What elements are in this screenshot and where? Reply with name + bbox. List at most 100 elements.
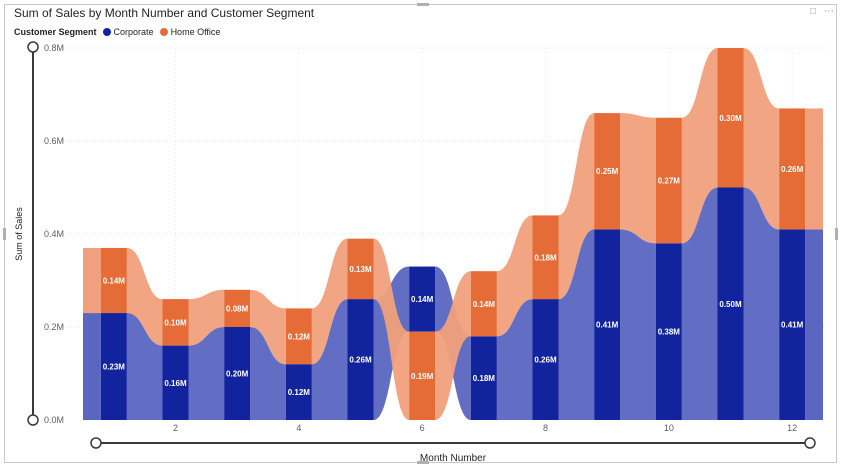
ribbon-edge-left: [83, 313, 101, 420]
bar-corporate[interactable]: [655, 243, 682, 420]
more-options-icon[interactable]: ⋯: [824, 6, 834, 17]
data-label: 0.10M: [164, 318, 187, 327]
bar-corporate[interactable]: [162, 345, 189, 420]
legend-item-corporate[interactable]: Corporate: [102, 27, 154, 37]
ribbon-corporate: [188, 327, 225, 420]
resize-handle-bottom[interactable]: [417, 461, 429, 464]
legend: Customer Segment Corporate Home Office: [14, 27, 222, 37]
x-tick-label: 4: [296, 423, 301, 433]
resize-handle-right[interactable]: [835, 228, 838, 240]
data-label: 0.26M: [781, 165, 804, 174]
legend-dot-corporate: [102, 28, 111, 36]
bar-home-office[interactable]: [224, 289, 251, 327]
bar-corporate[interactable]: [717, 187, 744, 421]
data-label: 0.30M: [719, 114, 742, 123]
y-tick-label: 0.2M: [44, 322, 64, 332]
x-tick-label: 6: [420, 423, 425, 433]
data-label: 0.14M: [103, 277, 126, 286]
y-tick-label: 0.0M: [44, 415, 64, 425]
y-tick-label: 0.6M: [44, 136, 64, 146]
ribbon-home-office: [311, 238, 348, 365]
bar-corporate[interactable]: [594, 229, 621, 420]
resize-handle-left[interactable]: [3, 228, 6, 240]
chart-title: Sum of Sales by Month Number and Custome…: [14, 6, 315, 20]
ribbon-corporate: [620, 229, 656, 420]
data-label: 0.41M: [596, 321, 619, 330]
bar-corporate[interactable]: [347, 299, 374, 420]
bar-home-office[interactable]: [532, 215, 559, 300]
ribbon-edge-right: [805, 229, 823, 420]
ribbon-home-office: [250, 289, 286, 365]
data-label: 0.26M: [534, 356, 557, 365]
ribbon-corporate: [126, 313, 163, 420]
bar-home-office[interactable]: [717, 48, 744, 188]
ribbon-corporate: [743, 187, 780, 420]
ribbon-home-office: [681, 48, 718, 244]
data-label: 0.14M: [473, 300, 496, 309]
bar-home-office[interactable]: [347, 238, 374, 300]
y-zoom-slider-handle-top[interactable]: [27, 41, 39, 53]
resize-handle-top[interactable]: [417, 3, 429, 6]
data-label: 0.25M: [596, 167, 619, 176]
data-label: 0.16M: [164, 379, 187, 388]
bar-home-office[interactable]: [285, 308, 312, 365]
bar-home-office[interactable]: [100, 247, 127, 314]
x-axis-title: Month Number: [420, 453, 487, 464]
bar-corporate[interactable]: [100, 313, 127, 420]
data-label: 0.20M: [226, 370, 249, 379]
ribbon-corporate: [311, 299, 348, 420]
y-tick-label: 0.8M: [44, 43, 64, 53]
ribbon-corporate: [496, 299, 533, 420]
ribbon-home-office: [126, 247, 163, 346]
legend-dot-home-office: [159, 28, 168, 36]
x-zoom-slider-handle-left[interactable]: [90, 437, 102, 449]
data-label: 0.23M: [103, 363, 126, 372]
ribbon-edge-left: [83, 247, 101, 314]
ribbon-home-office: [373, 238, 410, 420]
ribbon-corporate: [250, 327, 286, 420]
ribbon-home-office: [558, 113, 595, 300]
bar-home-office[interactable]: [594, 113, 621, 230]
bar-home-office[interactable]: [655, 117, 682, 244]
legend-label-corporate: Corporate: [113, 27, 154, 37]
x-tick-label: 10: [664, 423, 674, 433]
legend-title: Customer Segment: [14, 27, 97, 37]
y-tick-label: 0.4M: [44, 229, 64, 239]
bar-corporate[interactable]: [779, 229, 806, 420]
ribbon-edge-right: [805, 108, 823, 230]
bar-home-office[interactable]: [779, 108, 806, 230]
x-tick-label: 12: [787, 423, 797, 433]
bar-corporate[interactable]: [409, 266, 436, 332]
data-label: 0.14M: [411, 295, 434, 304]
data-label: 0.41M: [781, 321, 804, 330]
focus-mode-icon[interactable]: □: [809, 6, 816, 17]
data-label: 0.19M: [411, 372, 434, 381]
ribbon-home-office: [496, 215, 533, 337]
ribbon-home-office: [188, 289, 225, 346]
legend-label-home-office: Home Office: [170, 27, 221, 37]
ribbon-home-office: [620, 113, 656, 244]
ribbon-home-office: [435, 271, 471, 420]
data-label: 0.08M: [226, 304, 249, 313]
data-label: 0.12M: [288, 332, 311, 341]
bar-home-office[interactable]: [162, 299, 189, 346]
y-zoom-slider-handle-bottom[interactable]: [27, 414, 39, 426]
ribbon-corporate: [558, 229, 595, 420]
data-label: 0.26M: [349, 356, 372, 365]
visual-header-icons: □ ⋯: [810, 6, 834, 17]
data-label: 0.13M: [349, 265, 372, 274]
bar-corporate[interactable]: [224, 327, 251, 420]
legend-item-home-office[interactable]: Home Office: [159, 27, 221, 37]
data-label: 0.27M: [658, 177, 681, 186]
y-axis-title: Sum of Sales: [14, 207, 24, 261]
bar-home-office[interactable]: [470, 271, 497, 337]
bar-corporate[interactable]: [285, 364, 312, 420]
data-label: 0.18M: [534, 253, 557, 262]
bar-home-office[interactable]: [409, 331, 436, 420]
x-tick-label: 8: [543, 423, 548, 433]
x-zoom-slider-handle-right[interactable]: [804, 437, 816, 449]
data-label: 0.18M: [473, 374, 496, 383]
bar-corporate[interactable]: [470, 336, 497, 420]
bar-corporate[interactable]: [532, 299, 559, 420]
